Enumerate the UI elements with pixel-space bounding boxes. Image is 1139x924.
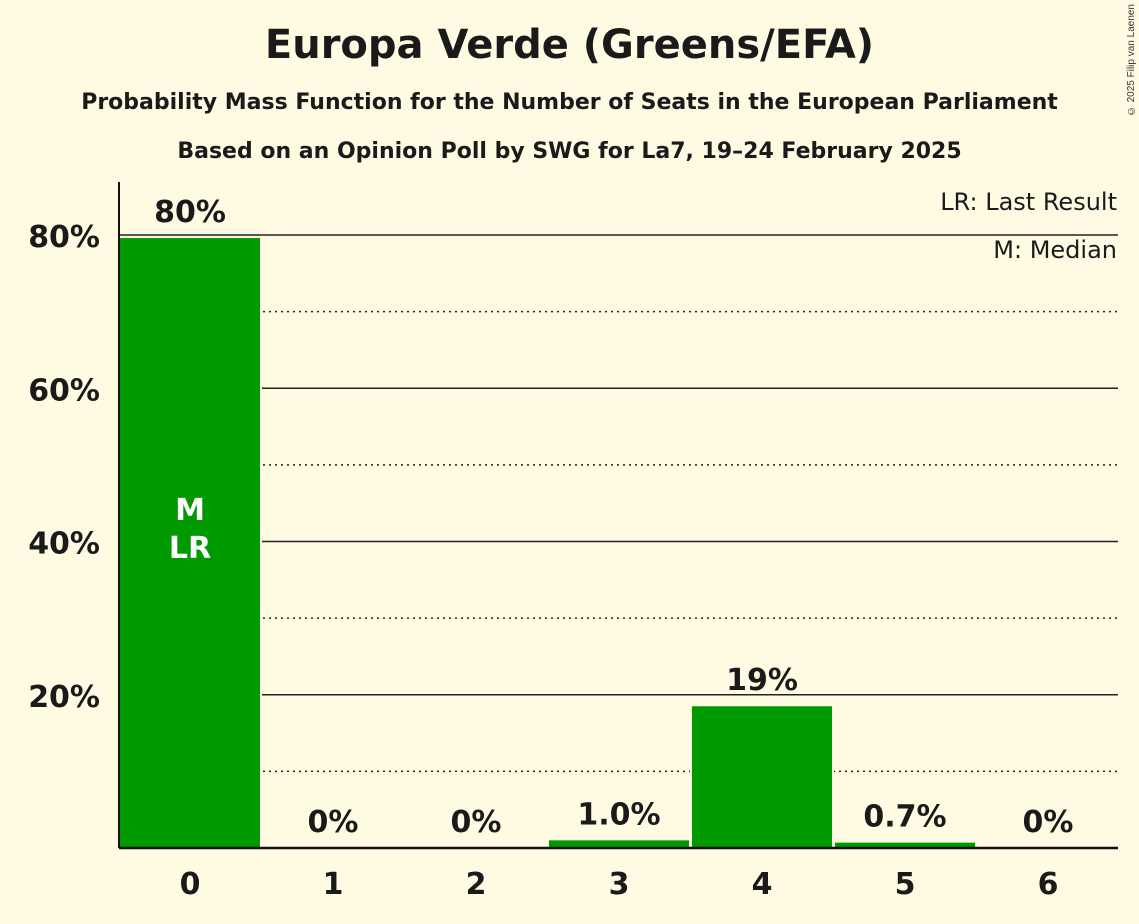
chart-title: Europa Verde (Greens/EFA) bbox=[264, 22, 875, 68]
x-tick-label: 6 bbox=[1038, 867, 1059, 902]
y-tick-label: 40% bbox=[28, 527, 100, 562]
data-label: 1.0% bbox=[577, 797, 660, 832]
legend-entry: M: Median bbox=[993, 236, 1117, 264]
y-tick-label: 60% bbox=[28, 373, 100, 408]
bar bbox=[835, 842, 975, 848]
data-label: 19% bbox=[726, 663, 798, 698]
x-tick-label: 4 bbox=[752, 867, 773, 902]
bar bbox=[120, 238, 260, 848]
x-tick-label: 3 bbox=[609, 867, 630, 902]
y-tick-label: 20% bbox=[28, 680, 100, 715]
x-tick-label: 2 bbox=[466, 867, 487, 902]
data-label: 80% bbox=[154, 195, 226, 230]
x-tick-label: 5 bbox=[895, 867, 916, 902]
x-tick-label: 1 bbox=[323, 867, 344, 902]
x-tick-label: 0 bbox=[180, 867, 201, 902]
chart-subtitle-2: Based on an Opinion Poll by SWG for La7,… bbox=[177, 139, 962, 164]
chart-subtitle: Probability Mass Function for the Number… bbox=[81, 90, 1058, 115]
median-mark: M bbox=[175, 493, 205, 528]
data-label: 0.7% bbox=[863, 800, 946, 835]
data-label: 0% bbox=[308, 805, 359, 840]
data-label: 0% bbox=[1023, 805, 1074, 840]
last-result-mark: LR bbox=[169, 531, 211, 566]
data-label: 0% bbox=[451, 805, 502, 840]
y-tick-label: 80% bbox=[28, 220, 100, 255]
bar bbox=[692, 706, 832, 848]
bar bbox=[549, 840, 689, 848]
legend-entry: LR: Last Result bbox=[940, 188, 1117, 216]
